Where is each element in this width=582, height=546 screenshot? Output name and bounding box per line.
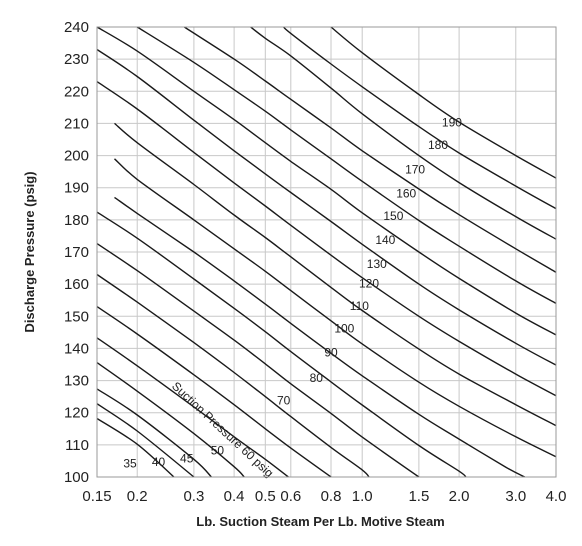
suction-pressure-curve: [96, 81, 557, 397]
plot-frame: [96, 26, 557, 478]
y-tick-label: 110: [65, 437, 89, 454]
suction-pressure-curve: [96, 273, 370, 478]
curve-label: 90: [324, 345, 338, 359]
suction-pressure-curve: [96, 306, 332, 478]
curve-label: 170: [405, 162, 425, 176]
x-tick-label: 0.15: [82, 488, 111, 505]
curve-label: 40: [152, 455, 166, 469]
suction-pressure-curve: [283, 26, 557, 210]
curve-label: 100: [334, 321, 354, 335]
x-axis-title: Lb. Suction Steam Per Lb. Motive Steam: [196, 514, 445, 529]
y-tick-label: 180: [64, 212, 89, 229]
y-tick-label: 140: [64, 340, 89, 357]
suction-pressure-curve: [136, 26, 557, 305]
x-tick-label: 2.0: [449, 488, 470, 505]
curve-label: 50: [211, 444, 225, 458]
suction-pressure-curve: [96, 362, 245, 478]
x-tick-label: 1.5: [408, 488, 429, 505]
y-tick-label: 160: [64, 276, 89, 293]
suction-pressure-curve: [114, 196, 526, 478]
y-tick-label: 130: [64, 373, 89, 390]
y-axis-title: Discharge Pressure (psig): [22, 171, 37, 332]
y-tick-label: 210: [64, 115, 89, 132]
curve-label: 35: [123, 456, 137, 470]
suction-pressure-curve: [250, 26, 557, 240]
x-tick-label: 3.0: [505, 488, 526, 505]
y-tick-label: 190: [64, 180, 89, 197]
suction-pressure-curve: [183, 26, 557, 273]
x-tick-label: 0.5: [255, 488, 276, 505]
suction-pressure-curve: [96, 403, 195, 478]
x-tick-label: 0.3: [183, 488, 204, 505]
suction-pressure-curve: [114, 122, 557, 427]
y-tick-label: 150: [64, 308, 89, 325]
x-tick-label: 0.2: [127, 488, 148, 505]
y-tick-label: 230: [64, 51, 89, 68]
y-tick-label: 220: [64, 83, 89, 100]
suction-pressure-curve: [96, 48, 557, 366]
curve-label: 120: [359, 276, 379, 290]
y-tick-label: 100: [64, 469, 89, 486]
curve-label: 110: [350, 299, 369, 313]
curve-label: 190: [442, 116, 462, 130]
curve-label: 150: [383, 209, 403, 223]
x-tick-labels: 0.15 0.2 0.3 0.4 0.5 0.6 0.8 1.0 1.5 2.0 3.0 4.0: [82, 488, 566, 505]
curve-label: 45: [180, 452, 194, 466]
suction-pressure-curve: [96, 388, 212, 478]
y-tick-label: 200: [64, 148, 89, 165]
curve-label: 180: [428, 138, 448, 152]
y-tick-label: 170: [64, 244, 89, 261]
suction-pressure-curve: [96, 211, 467, 478]
x-tick-label: 0.6: [280, 488, 301, 505]
suction-pressure-curve: [96, 243, 420, 478]
x-tick-label: 1.0: [352, 488, 373, 505]
suction-pressure-curve: [96, 417, 175, 478]
suction-pressure-curve: [96, 26, 557, 336]
curve-label: 80: [310, 371, 324, 385]
x-tick-label: 0.4: [224, 488, 245, 505]
y-tick-labels: 100 110 120 130 140 150 160 170 180 190 200 210 220 2…: [64, 19, 89, 486]
curve-label: 160: [396, 186, 416, 200]
curve-label: 70: [277, 394, 291, 408]
curves: [96, 26, 557, 478]
suction-pressure-curve: [330, 26, 557, 179]
x-tick-label: 0.8: [321, 488, 342, 505]
curve-label: 140: [375, 233, 395, 247]
suction-pressure-curve: [114, 158, 557, 458]
curve-label: 130: [367, 257, 387, 271]
suction-pressure-curve: [96, 337, 289, 478]
y-tick-label: 120: [64, 405, 89, 422]
y-tick-label: 240: [64, 19, 89, 36]
x-tick-label: 4.0: [546, 488, 567, 505]
